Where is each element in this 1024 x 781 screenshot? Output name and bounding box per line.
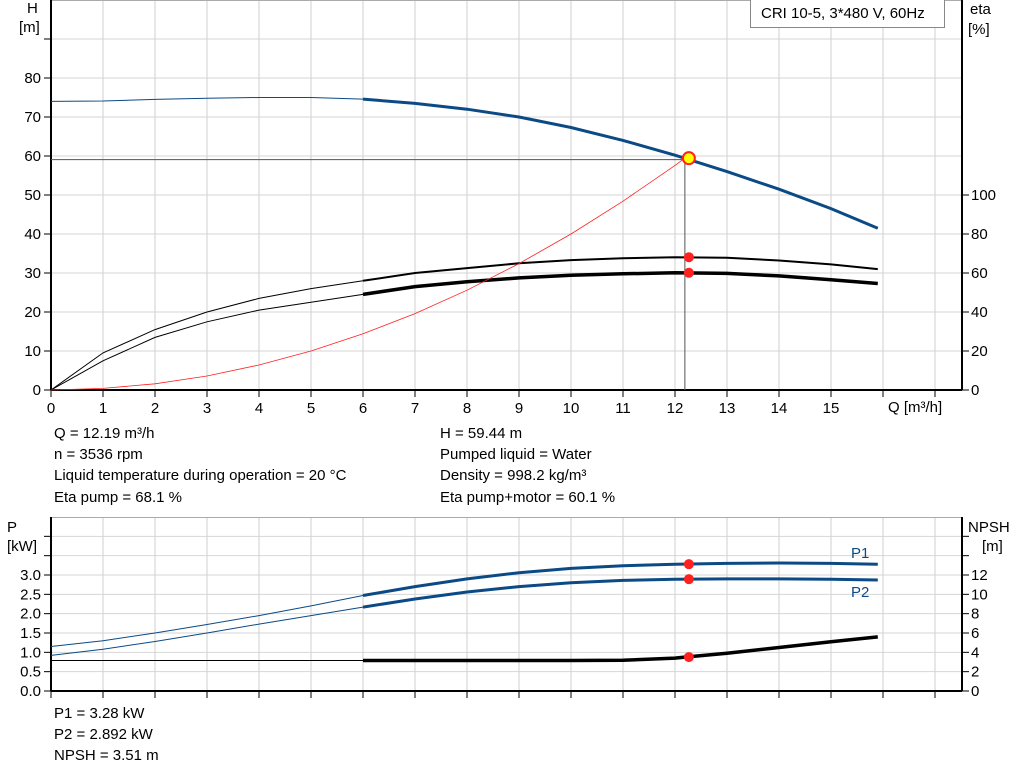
y-tick-label-right: 60 <box>971 265 988 282</box>
y-tick-label-left: 3.0 <box>20 567 41 584</box>
y-tick-label-left: 2.5 <box>20 586 41 603</box>
p1-marker <box>683 559 694 570</box>
info-n: n = 3536 rpm <box>54 446 143 463</box>
curve-thin-1-0 <box>50 595 364 647</box>
npsh-axis-unit: [m] <box>982 538 1003 555</box>
y-tick-label-right: 80 <box>971 226 988 243</box>
y-tick-label-right: 40 <box>971 304 988 321</box>
info-eta-pump: Eta pump = 68.1 % <box>54 489 182 506</box>
x-tick-label: 14 <box>771 400 788 417</box>
info-temperature: Liquid temperature during operation = 20… <box>54 467 347 484</box>
y-tick-label-left: 50 <box>24 187 41 204</box>
operating-point-marker <box>681 151 696 166</box>
curve-thin-0-1 <box>50 280 364 391</box>
curve-0-2 <box>362 271 878 297</box>
curve-1-2 <box>363 635 878 663</box>
info-p2: P2 = 2.892 kW <box>54 726 153 743</box>
x-tick-label: 9 <box>515 400 523 417</box>
x-tick-label: 10 <box>563 400 580 417</box>
p2-marker <box>683 574 694 585</box>
y-tick-label-right: 12 <box>971 567 988 584</box>
x-tick-label: 8 <box>463 400 471 417</box>
x-tick-label: 1 <box>99 400 107 417</box>
curve-thin-1-1 <box>50 606 364 656</box>
y-tick-label-right: 0 <box>971 683 979 700</box>
y-tick-label-right: 8 <box>971 606 979 623</box>
info-density: Density = 998.2 kg/m³ <box>440 467 587 484</box>
y-tick-label-left: 0.0 <box>20 683 41 700</box>
x-tick-label: 3 <box>203 400 211 417</box>
eta-pump-marker <box>683 252 694 263</box>
info-eta-total: Eta pump+motor = 60.1 % <box>440 489 616 506</box>
curve-thin-0-0 <box>50 97 364 102</box>
x-tick-label: 15 <box>823 400 840 417</box>
x-tick-label: 7 <box>411 400 419 417</box>
y-tick-label-left: 1.0 <box>20 644 41 661</box>
npsh-marker <box>683 652 694 663</box>
eta-axis-unit: [%] <box>968 21 990 38</box>
h-axis-label: H <box>27 0 38 17</box>
y-tick-label-right: 10 <box>971 586 988 603</box>
y-tick-label-left: 0 <box>33 382 41 399</box>
y-tick-label-right: 0 <box>971 382 979 399</box>
y-tick-label-left: 80 <box>24 70 41 87</box>
y-tick-label-left: 40 <box>24 226 41 243</box>
x-tick-label: 12 <box>667 400 684 417</box>
chart-title: CRI 10-5, 3*480 V, 60Hz <box>750 0 945 28</box>
x-tick-label: 13 <box>719 400 736 417</box>
eta-axis-label: eta <box>970 1 991 18</box>
y-tick-label-left: 1.5 <box>20 625 41 642</box>
info-h: H = 59.44 m <box>440 425 523 442</box>
x-tick-label: 5 <box>307 400 315 417</box>
x-tick-label: 2 <box>151 400 159 417</box>
curve-1-0 <box>362 561 878 597</box>
q-axis-label: Q [m³/h] <box>888 399 943 416</box>
p-axis-unit: [kW] <box>7 538 37 555</box>
p-axis-label: P <box>7 519 18 536</box>
x-tick-label: 0 <box>47 400 55 417</box>
info-liquid: Pumped liquid = Water <box>440 446 592 463</box>
y-tick-label-left: 30 <box>24 265 41 282</box>
y-tick-label-right: 100 <box>971 187 996 204</box>
y-tick-label-left: 60 <box>24 148 41 165</box>
curve-1-1 <box>362 577 878 609</box>
x-tick-label: 11 <box>615 400 631 417</box>
info-npsh: NPSH = 3.51 m <box>54 747 159 764</box>
y-tick-label-left: 70 <box>24 109 41 126</box>
y-tick-label-left: 20 <box>24 304 41 321</box>
info-p1: P1 = 3.28 kW <box>54 705 145 722</box>
y-tick-label-right: 2 <box>971 664 979 681</box>
p2-series-label: P2 <box>851 584 870 601</box>
system-curve <box>50 157 686 391</box>
y-tick-label-left: 2.0 <box>20 606 41 623</box>
y-tick-label-right: 6 <box>971 625 979 642</box>
p1-series-label: P1 <box>851 545 870 562</box>
x-tick-label: 6 <box>359 400 367 417</box>
curve-thin-0-2 <box>50 293 364 391</box>
npsh-axis-label: NPSH <box>968 519 1010 536</box>
curve-0-0 <box>362 97 879 230</box>
y-tick-label-right: 4 <box>971 644 979 661</box>
curve-0-1 <box>362 256 878 282</box>
y-tick-label-left: 10 <box>24 343 41 360</box>
h-axis-unit: [m] <box>19 19 40 36</box>
eta-total-marker <box>683 267 694 278</box>
x-tick-label: 4 <box>255 400 263 417</box>
info-q: Q = 12.19 m³/h <box>54 425 155 442</box>
y-tick-label-right: 20 <box>971 343 988 360</box>
y-tick-label-left: 0.5 <box>20 664 41 681</box>
